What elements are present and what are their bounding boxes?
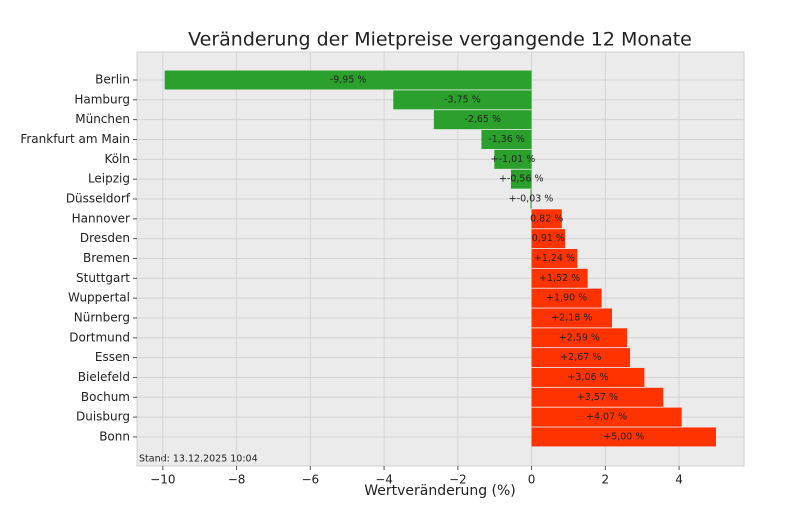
bar [531, 407, 682, 427]
bar [393, 90, 532, 110]
bar [530, 189, 532, 209]
bar [531, 229, 566, 249]
x-tick-label: −4 [375, 473, 393, 487]
y-tick-label: München [75, 112, 130, 126]
bar [531, 328, 628, 348]
y-tick-label: Hannover [72, 211, 130, 225]
value-label: -1,36 % [488, 134, 525, 145]
y-tick-label: Bielefeld [78, 370, 130, 384]
x-tick-label: 4 [675, 473, 683, 487]
y-tick-label: Hamburg [74, 92, 130, 106]
y-tick-label: Dresden [80, 231, 130, 245]
value-label: +1,24 % [534, 253, 575, 264]
y-tick-label: Duisburg [76, 410, 130, 424]
y-tick-label: Nürnberg [74, 310, 130, 324]
bar [531, 387, 664, 407]
value-label: +2,67 % [560, 352, 601, 363]
x-tick-label: −2 [449, 473, 467, 487]
bar [531, 248, 578, 268]
bar [531, 367, 645, 387]
value-label: 0,91 % [532, 233, 565, 244]
y-tick-label: Leipzig [88, 172, 130, 186]
bar [494, 149, 532, 169]
annotation: Stand: 13.12.2025 10:04 [139, 454, 258, 465]
bar [164, 70, 532, 90]
y-tick-label: Frankfurt am Main [20, 132, 130, 146]
value-label: -9,95 % [330, 75, 367, 86]
bar [531, 268, 588, 288]
value-label: +2,59 % [559, 332, 600, 343]
x-axis-label: Wertveränderung (%) [364, 483, 516, 499]
x-tick-label: −10 [150, 473, 175, 487]
y-tick-label: Wuppertal [68, 291, 130, 305]
value-label: +-0,56 % [499, 174, 544, 185]
bar [510, 169, 532, 189]
value-label: +3,06 % [567, 372, 608, 383]
value-label: +-1,01 % [491, 154, 536, 165]
value-label: +3,57 % [577, 392, 618, 403]
y-tick-label: Köln [104, 152, 130, 166]
bar [433, 110, 532, 130]
value-label: -2,65 % [464, 114, 501, 125]
x-tick-label: 2 [602, 473, 610, 487]
x-tick-label: 0 [528, 473, 536, 487]
bar [481, 129, 532, 149]
y-tick-label: Stuttgart [76, 271, 130, 285]
chart-title: Veränderung der Mietpreise vergangende 1… [188, 29, 692, 51]
bar [531, 427, 716, 447]
value-label: +5,00 % [603, 431, 644, 442]
bar [531, 288, 602, 308]
bar [531, 348, 631, 368]
value-label: +-0,03 % [509, 193, 554, 204]
value-label: 0,82 % [530, 213, 563, 224]
bar [531, 209, 562, 229]
x-tick-label: −8 [228, 473, 246, 487]
bar [531, 308, 612, 328]
value-label: +1,90 % [546, 293, 587, 304]
value-label: +2,18 % [551, 312, 592, 323]
y-tick-label: Bonn [99, 429, 130, 443]
y-tick-label: Berlin [95, 73, 130, 87]
value-label: +1,52 % [539, 273, 580, 284]
value-label: -3,75 % [444, 94, 481, 105]
y-tick-label: Düsseldorf [66, 191, 131, 205]
y-tick-label: Dortmund [69, 330, 130, 344]
x-tick-label: −6 [301, 473, 319, 487]
y-tick-label: Essen [95, 350, 130, 364]
y-tick-label: Bremen [83, 251, 130, 265]
y-tick-label: Bochum [81, 390, 130, 404]
value-label: +4,07 % [586, 412, 627, 423]
